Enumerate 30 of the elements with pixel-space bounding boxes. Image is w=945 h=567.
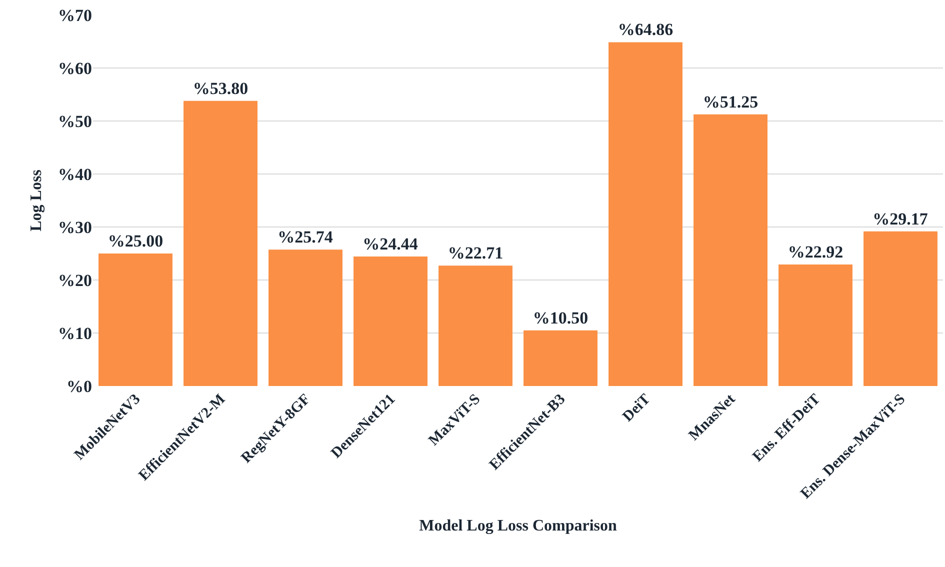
bar xyxy=(778,264,852,386)
bar xyxy=(98,254,172,386)
y-tick-label: %10 xyxy=(58,324,92,343)
bar xyxy=(268,250,342,386)
bar xyxy=(608,42,682,386)
data-label: %24.44 xyxy=(362,234,418,254)
bar xyxy=(184,100,258,386)
bar xyxy=(864,231,938,386)
y-tick-label: %30 xyxy=(58,218,92,237)
data-label: %25.00 xyxy=(108,232,164,250)
y-tick-label: %60 xyxy=(58,58,92,78)
data-label: %25.74 xyxy=(278,228,334,247)
data-label: %10.50 xyxy=(532,308,588,328)
y-tick-label: %70 xyxy=(58,6,92,25)
y-tick-label: %40 xyxy=(58,164,92,184)
data-label: %51.25 xyxy=(702,92,758,112)
data-label: %53.80 xyxy=(192,78,248,98)
x-axis-title: Model Log Loss Comparison xyxy=(419,518,617,535)
data-label: %29.17 xyxy=(872,209,928,228)
data-label: %22.92 xyxy=(788,242,844,262)
bar xyxy=(354,256,428,386)
bar xyxy=(694,114,768,386)
y-tick-label: %20 xyxy=(58,270,92,290)
y-tick-label: %50 xyxy=(58,112,92,131)
data-label: %64.86 xyxy=(618,20,674,40)
bar xyxy=(524,330,598,386)
data-label: %22.71 xyxy=(448,244,504,263)
y-tick-label: %0 xyxy=(66,376,92,396)
y-axis-title: Log Loss xyxy=(28,170,45,232)
bar xyxy=(438,266,512,386)
